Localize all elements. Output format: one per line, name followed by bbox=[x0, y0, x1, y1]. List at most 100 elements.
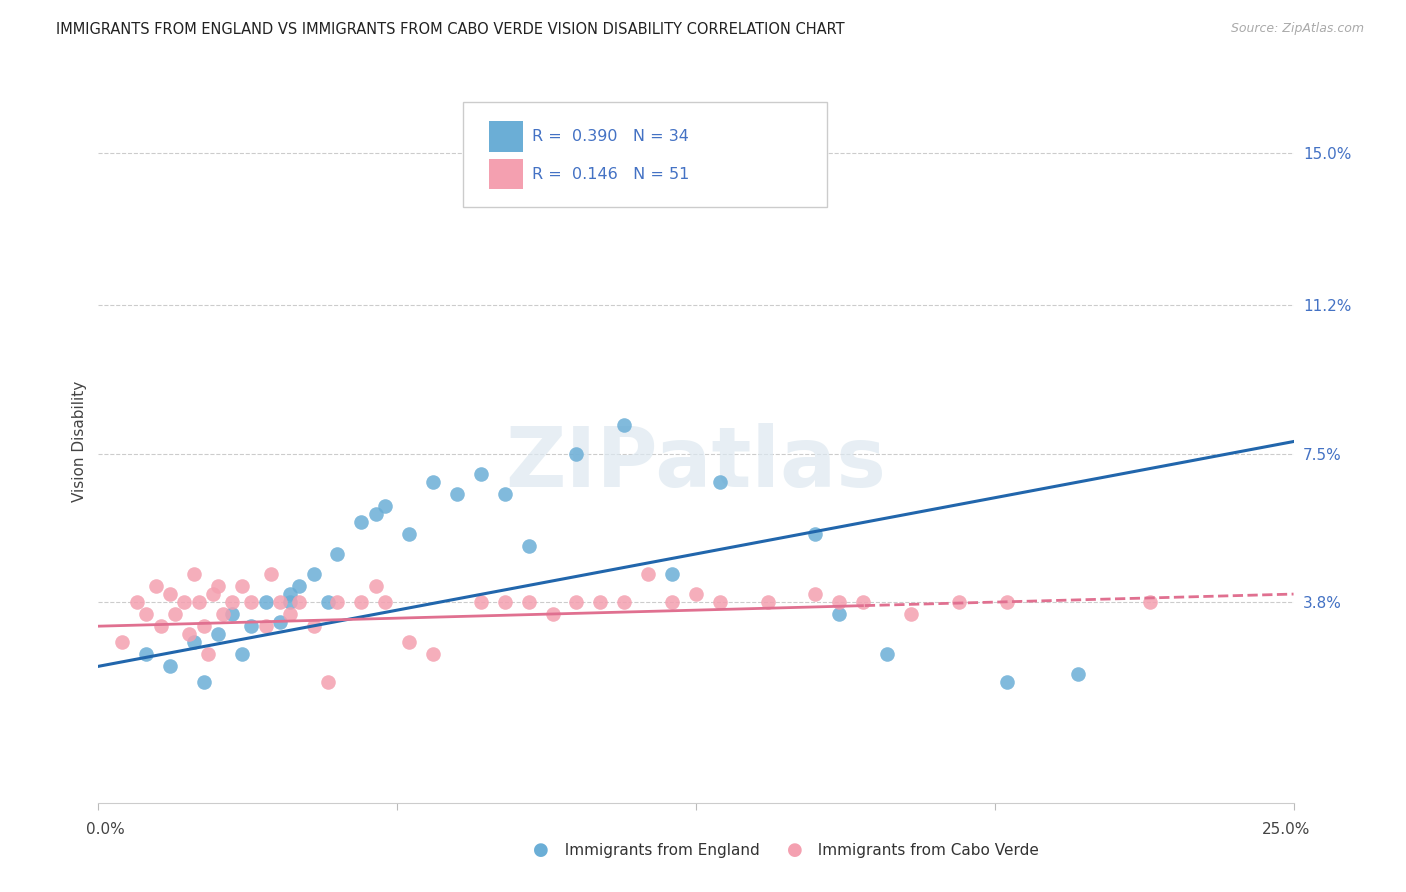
Point bbox=[269, 615, 291, 630]
Point bbox=[852, 595, 875, 609]
Point bbox=[159, 659, 181, 673]
Point bbox=[173, 595, 195, 609]
Point bbox=[163, 607, 186, 622]
Point bbox=[422, 648, 444, 662]
Point bbox=[207, 627, 229, 641]
Point bbox=[288, 595, 311, 609]
Point bbox=[1067, 667, 1090, 681]
Point bbox=[995, 595, 1018, 609]
Point bbox=[221, 607, 243, 622]
Point bbox=[278, 607, 301, 622]
Point bbox=[259, 567, 281, 582]
Point bbox=[240, 595, 263, 609]
Point bbox=[202, 587, 225, 601]
Point bbox=[316, 675, 339, 690]
Point bbox=[661, 567, 683, 582]
Point bbox=[302, 567, 325, 582]
Point bbox=[948, 595, 970, 609]
Point bbox=[240, 619, 263, 633]
Point bbox=[278, 587, 301, 601]
Point bbox=[589, 595, 612, 609]
Point bbox=[350, 515, 373, 529]
Point bbox=[316, 595, 339, 609]
Point bbox=[517, 595, 540, 609]
Point bbox=[211, 607, 233, 622]
Text: ●: ● bbox=[533, 840, 550, 858]
Point bbox=[278, 595, 301, 609]
Point bbox=[326, 547, 349, 561]
Point bbox=[398, 526, 420, 541]
Point bbox=[179, 627, 201, 641]
Point bbox=[876, 648, 898, 662]
Point bbox=[494, 487, 516, 501]
Text: IMMIGRANTS FROM ENGLAND VS IMMIGRANTS FROM CABO VERDE VISION DISABILITY CORRELAT: IMMIGRANTS FROM ENGLAND VS IMMIGRANTS FR… bbox=[56, 22, 845, 37]
Point bbox=[193, 675, 215, 690]
Point bbox=[709, 475, 731, 489]
Point bbox=[541, 607, 564, 622]
Point bbox=[374, 595, 396, 609]
Text: R =  0.390   N = 34: R = 0.390 N = 34 bbox=[533, 129, 689, 145]
Point bbox=[302, 619, 325, 633]
Point bbox=[900, 607, 922, 622]
Point bbox=[517, 539, 540, 553]
Text: ZIPatlas: ZIPatlas bbox=[506, 423, 886, 504]
Text: 25.0%: 25.0% bbox=[1263, 822, 1310, 837]
Point bbox=[145, 579, 167, 593]
FancyBboxPatch shape bbox=[463, 102, 827, 207]
Point bbox=[470, 467, 492, 481]
Point bbox=[364, 507, 387, 521]
Point bbox=[470, 595, 492, 609]
Point bbox=[613, 595, 636, 609]
Text: Source: ZipAtlas.com: Source: ZipAtlas.com bbox=[1230, 22, 1364, 36]
Point bbox=[125, 595, 148, 609]
Point bbox=[637, 567, 659, 582]
Point bbox=[756, 595, 779, 609]
Point bbox=[828, 607, 851, 622]
Point bbox=[661, 595, 683, 609]
Point bbox=[135, 648, 157, 662]
Point bbox=[494, 595, 516, 609]
Point bbox=[565, 595, 588, 609]
Text: ●: ● bbox=[786, 840, 803, 858]
Text: R =  0.146   N = 51: R = 0.146 N = 51 bbox=[533, 167, 689, 182]
Point bbox=[183, 635, 205, 649]
Point bbox=[565, 447, 588, 461]
Point bbox=[364, 579, 387, 593]
Point bbox=[207, 579, 229, 593]
Text: 0.0%: 0.0% bbox=[86, 822, 125, 837]
Point bbox=[221, 595, 243, 609]
Point bbox=[254, 619, 277, 633]
Point bbox=[422, 475, 444, 489]
Point bbox=[111, 635, 134, 649]
Point bbox=[995, 675, 1018, 690]
Point bbox=[398, 635, 420, 649]
Text: Immigrants from Cabo Verde: Immigrants from Cabo Verde bbox=[808, 843, 1039, 857]
Point bbox=[709, 595, 731, 609]
Point bbox=[1139, 595, 1161, 609]
Text: Immigrants from England: Immigrants from England bbox=[555, 843, 761, 857]
Point bbox=[685, 587, 707, 601]
Point bbox=[269, 595, 291, 609]
Point bbox=[288, 579, 311, 593]
Point bbox=[197, 648, 219, 662]
FancyBboxPatch shape bbox=[489, 159, 523, 189]
Point bbox=[350, 595, 373, 609]
Y-axis label: Vision Disability: Vision Disability bbox=[72, 381, 87, 502]
Point bbox=[193, 619, 215, 633]
FancyBboxPatch shape bbox=[489, 121, 523, 152]
Point bbox=[804, 526, 827, 541]
Point bbox=[231, 579, 253, 593]
Point bbox=[187, 595, 209, 609]
Point bbox=[231, 648, 253, 662]
Point bbox=[326, 595, 349, 609]
Point bbox=[183, 567, 205, 582]
Point bbox=[374, 499, 396, 513]
Point bbox=[149, 619, 172, 633]
Point bbox=[613, 418, 636, 433]
Point bbox=[804, 587, 827, 601]
Point bbox=[135, 607, 157, 622]
Point bbox=[159, 587, 181, 601]
Point bbox=[446, 487, 468, 501]
Point bbox=[828, 595, 851, 609]
Point bbox=[254, 595, 277, 609]
